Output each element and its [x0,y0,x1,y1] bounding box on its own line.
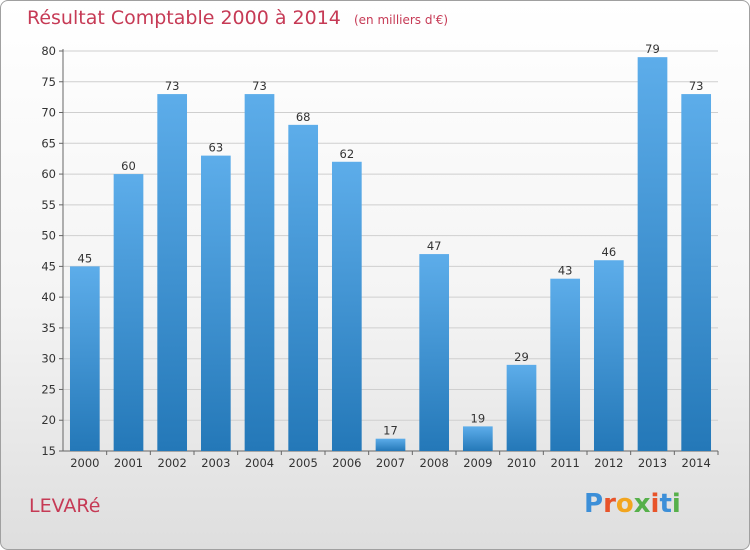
y-tick-label: 30 [41,352,56,366]
x-tick-label-2002: 2002 [158,456,187,470]
bar-2010 [506,364,537,451]
bars [69,57,712,452]
proxiti-logo: Proxiti [584,489,681,519]
bar-2008 [419,254,450,451]
data-label-2012: 46 [602,245,617,259]
chart-subtitle: (en milliers d'€) [353,13,449,27]
y-tick-label: 20 [41,413,56,427]
data-label-2005: 68 [296,110,311,124]
bar-2012 [593,260,624,451]
x-tick-label-2014: 2014 [682,456,711,470]
x-tick-label-2013: 2013 [638,456,667,470]
x-tick-label-2003: 2003 [201,456,230,470]
x-tick-label-2007: 2007 [376,456,405,470]
commune-name: LEVARé [29,495,101,517]
bar-2004 [244,94,275,452]
y-tick-label: 70 [41,106,56,120]
bar-2007 [375,438,406,451]
logo-letter: t [659,489,672,519]
logo-letter: P [584,489,604,519]
y-tick-label: 75 [41,75,56,89]
y-tick-label: 55 [41,198,56,212]
x-tick-label-2000: 2000 [70,456,99,470]
x-tick-labels: 2000 2001 2002 2003 2004 2005 2006 2007 2008 2009… [70,456,711,470]
x-tick-label-2005: 2005 [289,456,318,470]
x-tick-label-2004: 2004 [245,456,274,470]
y-tick-label: 45 [41,259,56,273]
x-tick-label-2010: 2010 [507,456,536,470]
x-tick-label-2006: 2006 [332,456,361,470]
y-tick-label: 80 [41,44,56,58]
data-label-2014: 73 [689,79,704,93]
x-tick-label-2001: 2001 [114,456,143,470]
y-tick-labels: 15 20 25 30 35 40 45 50 55 60 65 70 75 80 [41,44,56,458]
bar-2014 [681,94,712,452]
title-row: Résultat Comptable 2000 à 2014 (en milli… [27,7,448,29]
data-label-2007: 17 [383,424,398,438]
data-label-2003: 63 [209,141,224,155]
bar-2001 [113,174,144,452]
bar-2003 [200,155,231,451]
y-tick-label: 40 [41,290,56,304]
chart-title: Résultat Comptable 2000 à 2014 [27,7,341,29]
logo-letter: i [671,489,681,519]
logo-letter: x [633,489,651,519]
data-label-2009: 19 [471,411,486,425]
bar-2013 [637,57,668,452]
data-label-2006: 62 [340,147,355,161]
x-tick-label-2011: 2011 [551,456,580,470]
logo-letter: o [615,489,634,519]
data-label-2008: 47 [427,239,442,253]
y-tick-label: 15 [41,444,56,458]
y-tick-label: 50 [41,229,56,243]
bar-2011 [550,278,581,451]
bar-2005 [288,124,319,451]
bar-2002 [157,94,188,452]
x-tick-label-2008: 2008 [420,456,449,470]
logo-letter: i [650,489,660,519]
data-label-2004: 73 [252,79,267,93]
x-tick-label-2012: 2012 [594,456,623,470]
bar-2000 [69,266,100,451]
data-labels: 45 60 73 63 73 68 62 17 47 19 29 43 46 79 73 [78,42,704,438]
data-label-2002: 73 [165,79,180,93]
data-label-2000: 45 [78,251,93,265]
data-label-2010: 29 [514,350,529,364]
y-tick-label: 35 [41,321,56,335]
logo-letter: r [603,489,616,519]
y-tick-label: 65 [41,136,56,150]
bar-2006 [331,161,362,451]
bar-2009 [462,426,493,451]
data-label-2013: 79 [645,42,660,56]
x-tick-label-2009: 2009 [463,456,492,470]
data-label-2011: 43 [558,264,573,278]
y-tick-label: 25 [41,382,56,396]
data-label-2001: 60 [121,159,136,173]
y-tick-label: 60 [41,167,56,181]
